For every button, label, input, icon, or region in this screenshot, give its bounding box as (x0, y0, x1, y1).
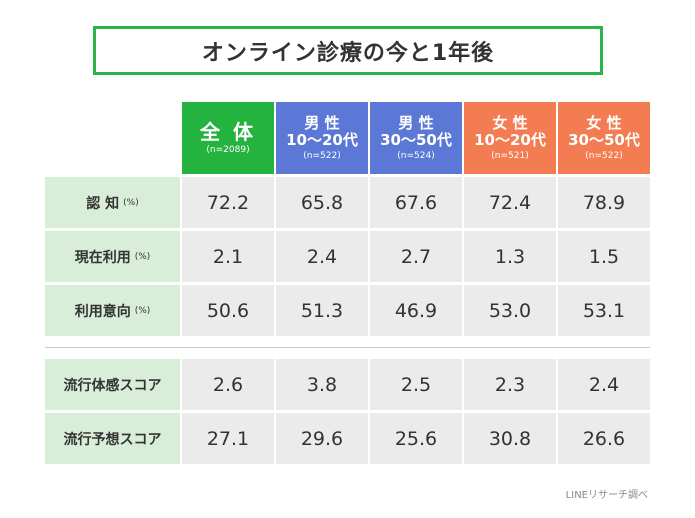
table-cell: 67.6 (370, 177, 462, 228)
table-cell: 1.5 (558, 231, 650, 282)
table-cell: 53.1 (558, 285, 650, 336)
table-cell: 51.3 (276, 285, 368, 336)
table-cell: 29.6 (276, 413, 368, 464)
table-cell: 2.6 (182, 359, 274, 410)
table-cell: 2.1 (182, 231, 274, 282)
table-cell: 27.1 (182, 413, 274, 464)
table-cell: 65.8 (276, 177, 368, 228)
row-label-unit: (%) (134, 251, 151, 262)
column-header-all: 全 体 (n=2089) (182, 102, 274, 174)
column-header-age: 30〜50代 (568, 130, 640, 149)
column-header-n: (n=521) (491, 150, 529, 161)
row-label-trend-forecast-score: 流行予想スコア (45, 413, 180, 464)
column-header-main: 男 性 (398, 114, 434, 133)
column-header-n: (n=522) (585, 150, 623, 161)
corner-cell (45, 102, 180, 174)
table-cell: 25.6 (370, 413, 462, 464)
table-cell: 2.4 (558, 359, 650, 410)
table-cell: 53.0 (464, 285, 556, 336)
table-cell: 3.8 (276, 359, 368, 410)
column-header-main: 全 体 (200, 119, 256, 144)
table-cell: 78.9 (558, 177, 650, 228)
chart-title: オンライン診療の今と1年後 (93, 26, 603, 75)
row-label-awareness: 認 知 (%) (45, 177, 180, 228)
table-cell: 2.3 (464, 359, 556, 410)
table-cell: 72.2 (182, 177, 274, 228)
table-cell: 50.6 (182, 285, 274, 336)
table-cell: 2.5 (370, 359, 462, 410)
row-label-intention: 利用意向 (%) (45, 285, 180, 336)
table-cell: 26.6 (558, 413, 650, 464)
column-header-female-10-20: 女 性 10〜20代 (n=521) (464, 102, 556, 174)
table-cell: 72.4 (464, 177, 556, 228)
section-divider (45, 339, 650, 356)
row-label-text: 流行体感スコア (63, 377, 162, 394)
column-header-age: 10〜20代 (474, 130, 546, 149)
row-label-unit: (%) (134, 305, 151, 316)
table-cell: 2.4 (276, 231, 368, 282)
table-cell: 1.3 (464, 231, 556, 282)
column-header-n: (n=2089) (206, 145, 250, 156)
column-header-n: (n=522) (303, 150, 341, 161)
divider-line (45, 347, 650, 348)
column-header-age: 10〜20代 (286, 130, 358, 149)
survey-table: 全 体 (n=2089) 男 性 10〜20代 (n=522) 男 性 30〜5… (45, 102, 650, 464)
table-cell: 46.9 (370, 285, 462, 336)
row-label-unit: (%) (123, 197, 139, 208)
source-note: LINEリサーチ調べ (565, 490, 648, 501)
column-header-main: 女 性 (492, 114, 528, 133)
row-label-trend-feel-score: 流行体感スコア (45, 359, 180, 410)
column-header-n: (n=524) (397, 150, 435, 161)
column-header-male-10-20: 男 性 10〜20代 (n=522) (276, 102, 368, 174)
row-label-text: 現在利用 (74, 249, 131, 266)
column-header-female-30-50: 女 性 30〜50代 (n=522) (558, 102, 650, 174)
column-header-age: 30〜50代 (380, 130, 452, 149)
row-label-current-use: 現在利用 (%) (45, 231, 180, 282)
row-label-text: 利用意向 (74, 303, 131, 320)
column-header-male-30-50: 男 性 30〜50代 (n=524) (370, 102, 462, 174)
table-cell: 2.7 (370, 231, 462, 282)
column-header-main: 男 性 (304, 114, 340, 133)
table-cell: 30.8 (464, 413, 556, 464)
row-label-text: 認 知 (86, 195, 120, 212)
row-label-text: 流行予想スコア (63, 431, 162, 448)
column-header-main: 女 性 (586, 114, 622, 133)
